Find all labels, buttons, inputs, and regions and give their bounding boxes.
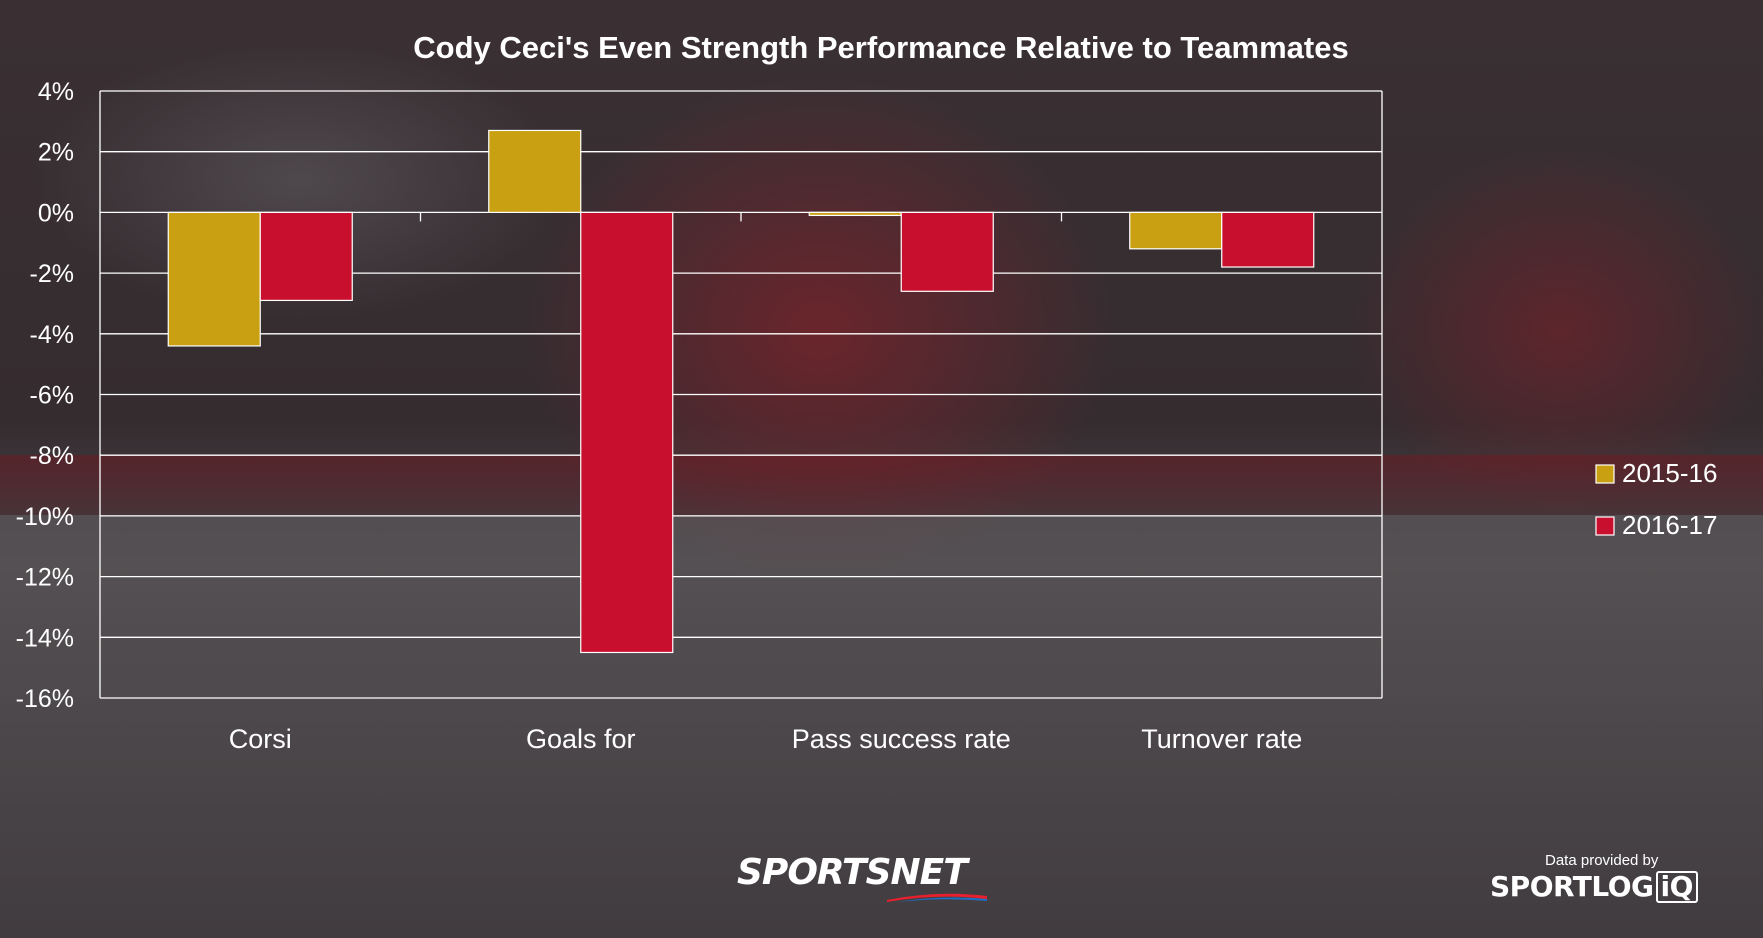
legend-swatch xyxy=(1595,464,1615,484)
sportsnet-logo-text: SPORTSNET xyxy=(737,852,968,893)
x-tick-label: Turnover rate xyxy=(1141,724,1302,754)
bars xyxy=(167,129,1315,654)
sportlogiq-iq-badge: iQ xyxy=(1655,871,1698,903)
y-tick-label: -2% xyxy=(30,260,74,288)
bar-2016-17-pass-success-rate xyxy=(900,211,994,292)
sportlogiq-logo-text: SPORTLOG xyxy=(1490,870,1654,903)
y-tick-label: -4% xyxy=(30,321,74,349)
x-tick-label: Goals for xyxy=(526,724,636,754)
legend: 2015-16 2016-17 xyxy=(1595,458,1717,540)
y-axis-tick-labels: 4% 2% 0% -2% -4% -6% -8% -10% -12% -14% -16% xyxy=(16,78,74,713)
x-axis-tick-labels: Corsi Goals for Pass success rate Turnover … xyxy=(229,724,1303,754)
background-band xyxy=(0,455,1763,515)
bar-2015-16-turnover-rate xyxy=(1129,211,1223,250)
y-tick-label: -8% xyxy=(30,442,74,470)
legend-label: 2016-17 xyxy=(1622,510,1717,540)
bar-2015-16-pass-success-rate xyxy=(808,211,902,217)
y-tick-label: -12% xyxy=(16,564,74,592)
x-tick-label: Corsi xyxy=(229,724,292,754)
gridlines xyxy=(99,90,1383,699)
y-tick-label: -14% xyxy=(16,624,74,652)
legend-swatch xyxy=(1595,516,1615,536)
data-provided-by-label: Data provided by xyxy=(1545,852,1659,869)
y-tick-label: 2% xyxy=(38,139,74,167)
y-tick-label: -10% xyxy=(16,503,74,531)
y-tick-label: 0% xyxy=(38,199,74,227)
sportsnet-swoosh-icon xyxy=(887,893,987,902)
y-tick-label: 4% xyxy=(38,78,74,106)
y-tick-label: -6% xyxy=(30,382,74,410)
bar-2016-17-goals-for xyxy=(580,211,674,654)
sportsnet-logo: SPORTSNET xyxy=(737,852,1037,902)
sportlogiq-logo: SPORTLOG iQ xyxy=(1490,870,1698,903)
x-tick-label: Pass success rate xyxy=(792,724,1011,754)
bar-2015-16-corsi xyxy=(167,211,261,347)
bar-2015-16-goals-for xyxy=(488,129,582,214)
y-tick-label: -16% xyxy=(16,685,74,713)
chart-title: Cody Ceci's Even Strength Performance Re… xyxy=(413,30,1348,65)
background-boards xyxy=(0,515,1763,938)
bar-2016-17-corsi xyxy=(259,211,353,302)
legend-label: 2015-16 xyxy=(1622,458,1717,488)
bar-2016-17-turnover-rate xyxy=(1221,211,1315,268)
